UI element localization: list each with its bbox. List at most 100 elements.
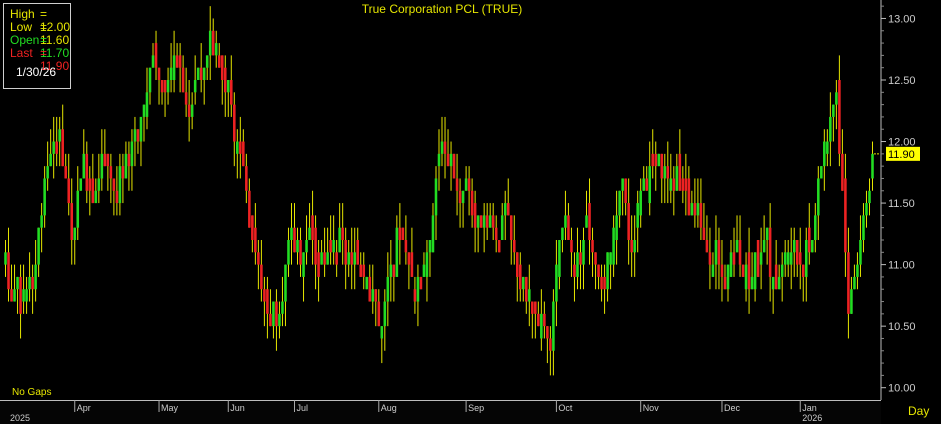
candle-up bbox=[272, 301, 275, 327]
candle-up bbox=[100, 153, 104, 179]
candle-down bbox=[506, 203, 510, 216]
candle-up bbox=[750, 276, 754, 290]
candle-up bbox=[296, 240, 299, 253]
candle-down bbox=[350, 252, 353, 265]
price-tick-label: 10.50 bbox=[888, 321, 916, 333]
candle-up bbox=[202, 67, 206, 80]
candle-down bbox=[567, 215, 570, 240]
price-tick-label: 11.00 bbox=[888, 260, 915, 272]
candle-up bbox=[823, 141, 826, 167]
candle-down bbox=[531, 301, 534, 314]
candle-down bbox=[515, 252, 519, 277]
candle-down bbox=[91, 178, 95, 204]
candle-up bbox=[205, 55, 209, 68]
candle-up bbox=[777, 276, 781, 290]
candle-down bbox=[31, 276, 34, 290]
candle-up bbox=[440, 141, 444, 154]
candle-up bbox=[353, 252, 356, 265]
candle-up bbox=[522, 276, 525, 290]
candle-up bbox=[118, 166, 122, 204]
candle-up bbox=[735, 240, 739, 253]
candle-up bbox=[196, 67, 200, 80]
candle-down bbox=[455, 178, 459, 191]
candle-up bbox=[576, 252, 579, 277]
price-tick-label: 13.00 bbox=[888, 13, 916, 25]
candle-down bbox=[537, 313, 540, 327]
candle-down bbox=[443, 141, 447, 154]
candle-down bbox=[473, 203, 477, 228]
price-axis: 10.00 10.50 11.00 11.50 12.00 12.50 13.00 bbox=[881, 5, 916, 395]
candle-down bbox=[217, 55, 221, 68]
candle-down bbox=[121, 166, 125, 179]
candle-up bbox=[811, 240, 814, 253]
candle-up bbox=[416, 276, 420, 302]
candle-down bbox=[263, 289, 266, 302]
candle-down bbox=[795, 240, 799, 265]
candle-up bbox=[166, 80, 170, 93]
candle-up bbox=[151, 55, 155, 68]
candle-down bbox=[549, 338, 552, 351]
candle-down bbox=[85, 153, 89, 191]
candle-up bbox=[780, 264, 784, 277]
candle-up bbox=[500, 215, 504, 240]
candle-down bbox=[335, 252, 338, 265]
candle-up bbox=[464, 178, 468, 191]
candle-down bbox=[115, 190, 119, 204]
candle-up bbox=[4, 252, 7, 265]
candle-down bbox=[254, 227, 257, 253]
candle-down bbox=[323, 252, 326, 265]
candle-down bbox=[693, 203, 697, 216]
candle-down bbox=[672, 178, 676, 191]
high-label: High bbox=[10, 7, 35, 21]
ohlc-legend: High = 12.00 Low = 11.60 Open = 11.70 La… bbox=[3, 3, 71, 89]
candle-up bbox=[383, 301, 387, 327]
candle-down bbox=[660, 153, 664, 179]
price-tick-label: 12.50 bbox=[888, 75, 916, 87]
last-price-label: 11.90 bbox=[888, 149, 915, 161]
candle-down bbox=[512, 240, 516, 253]
candle-down bbox=[579, 252, 582, 265]
candle-down bbox=[479, 215, 483, 228]
candle-down bbox=[720, 264, 724, 277]
candle-down bbox=[497, 240, 501, 253]
candle-up bbox=[561, 227, 564, 240]
candle-up bbox=[58, 129, 61, 142]
candle-down bbox=[681, 178, 685, 191]
candle-down bbox=[687, 178, 691, 216]
candle-up bbox=[434, 178, 438, 216]
candle-down bbox=[756, 240, 760, 277]
candle-down bbox=[181, 67, 185, 93]
candle-up bbox=[476, 215, 480, 228]
legend-date: 1/30/26 bbox=[16, 65, 57, 79]
candle-up bbox=[564, 215, 567, 228]
candle-up bbox=[540, 313, 543, 339]
candle-up bbox=[726, 264, 730, 290]
candle-up bbox=[389, 264, 393, 277]
candle-up bbox=[856, 264, 859, 277]
candle-down bbox=[187, 104, 191, 117]
candle-down bbox=[175, 55, 179, 68]
candle-up bbox=[762, 240, 766, 253]
candle-up bbox=[172, 55, 176, 80]
candle-down bbox=[410, 252, 414, 277]
candle-up bbox=[94, 190, 98, 204]
candle-down bbox=[154, 43, 158, 68]
candle-up bbox=[43, 178, 46, 216]
month-label: Dec bbox=[724, 403, 741, 413]
candle-down bbox=[458, 190, 462, 204]
candle-down bbox=[374, 289, 378, 302]
candle-up bbox=[696, 203, 700, 216]
candle-down bbox=[699, 203, 703, 228]
month-label: Jan bbox=[802, 403, 817, 413]
candle-up bbox=[711, 264, 715, 277]
candle-down bbox=[266, 289, 269, 314]
open-label: Open bbox=[10, 33, 40, 47]
candle-up bbox=[449, 153, 453, 167]
candle-down bbox=[242, 141, 245, 167]
candle-up bbox=[40, 215, 43, 228]
candle-down bbox=[630, 240, 633, 253]
candle-down bbox=[702, 227, 706, 240]
candle-down bbox=[64, 166, 67, 179]
candle-down bbox=[678, 153, 682, 191]
